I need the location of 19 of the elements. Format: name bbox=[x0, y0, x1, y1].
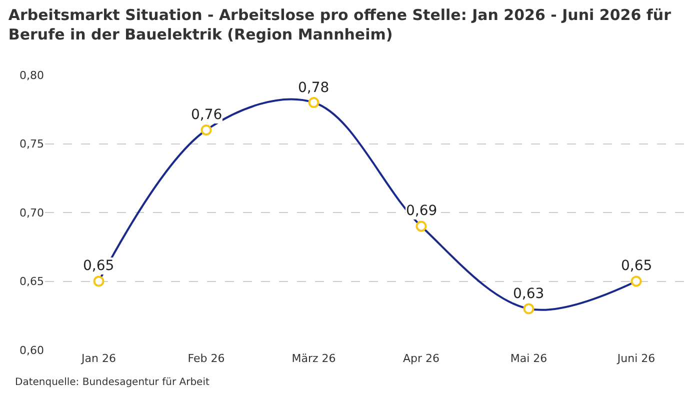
x-tick-label: Feb 26 bbox=[188, 352, 225, 365]
y-tick-label: 0,75 bbox=[20, 138, 44, 151]
x-tick-label: Mai 26 bbox=[510, 352, 548, 365]
data-label: 0,65 bbox=[621, 258, 652, 274]
data-label: 0,65 bbox=[83, 258, 114, 274]
y-tick-label: 0,80 bbox=[20, 68, 44, 82]
x-tick-label: März 26 bbox=[292, 352, 336, 365]
chart-title: Arbeitsmarkt Situation - Arbeitslose pro offene Stelle: Jan 2026 - Juni 2026 für Berufe in der Bauelektrik (Region Mannheim) bbox=[8, 6, 672, 44]
y-tick-label: 0,70 bbox=[20, 206, 44, 220]
y-tick-label: 0,65 bbox=[20, 275, 44, 288]
text: Datenquelle: Bundesagentur für Arbeit bbox=[15, 377, 210, 388]
data-label: 0,78 bbox=[298, 80, 330, 96]
data-label: 0,69 bbox=[406, 203, 438, 219]
x-tick-label: Jan 26 bbox=[80, 352, 116, 365]
x-tick-label: Apr 26 bbox=[402, 352, 440, 365]
y-tick-label: 0,60 bbox=[20, 344, 44, 357]
data-label: 0,76 bbox=[191, 107, 222, 123]
data-label: 0,63 bbox=[513, 286, 544, 302]
x-tick-label: Juni 26 bbox=[616, 352, 656, 365]
